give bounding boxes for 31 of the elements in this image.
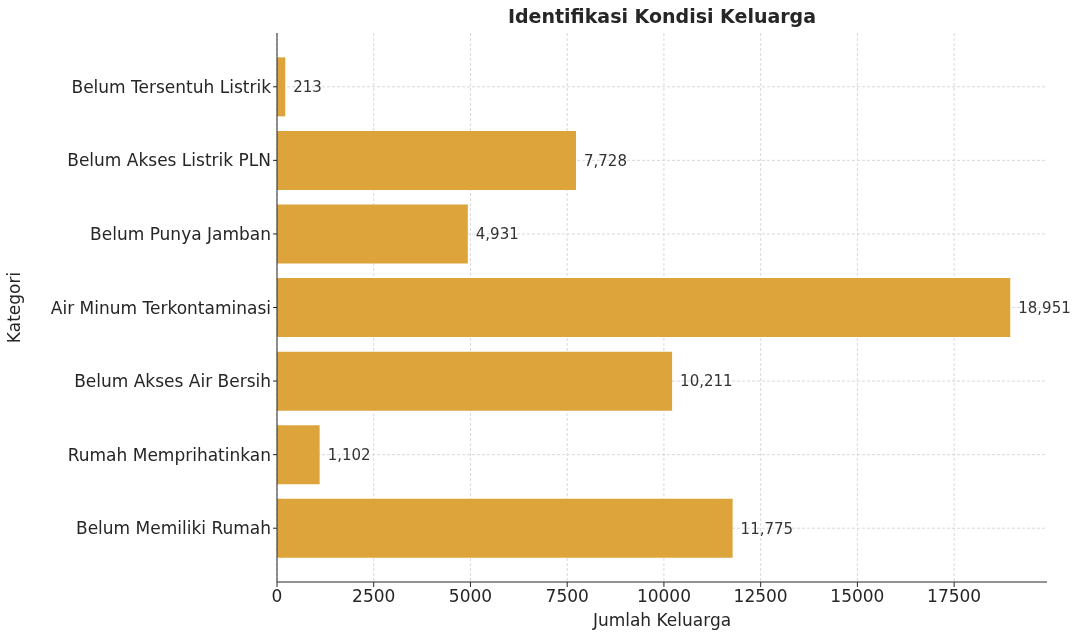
y-tick-label: Belum Akses Air Bersih: [74, 371, 271, 392]
bar: [277, 278, 1011, 338]
x-tick-label: 10000: [636, 586, 691, 607]
x-tick-label: 12500: [733, 586, 788, 607]
y-tick-label: Belum Punya Jamban: [90, 223, 271, 244]
data-label: 10,211: [680, 372, 733, 391]
y-tick-label: Belum Akses Listrik PLN: [67, 150, 271, 171]
bar: [277, 130, 577, 190]
data-label: 213: [293, 78, 322, 97]
x-tick-label: 0: [271, 586, 283, 607]
bar: [277, 498, 733, 558]
chart-title: Identifikasi Kondisi Keluarga: [506, 4, 818, 28]
x-tick-label: 2500: [352, 586, 396, 607]
bar: [277, 204, 468, 264]
data-label: 18,951: [1018, 298, 1071, 317]
y-tick-label: Belum Tersentuh Listrik: [71, 76, 272, 97]
y-tick-label: Air Minum Terkontaminasi: [50, 297, 271, 318]
y-axis-title: Kategori: [4, 271, 24, 344]
y-tick-label: Belum Memiliki Rumah: [76, 518, 271, 539]
x-tick-label: 17500: [927, 586, 982, 607]
x-axis-title: Jumlah Keluarga: [591, 610, 732, 630]
x-tick-label: 5000: [448, 586, 493, 607]
x-tick-label: 7500: [545, 586, 589, 607]
data-label: 4,931: [475, 225, 519, 244]
bar: [277, 351, 673, 411]
y-tick-label: Rumah Memprihatinkan: [67, 444, 271, 465]
data-label: 11,775: [740, 519, 794, 538]
x-tick-label: 15000: [830, 586, 885, 607]
data-label: 1,102: [327, 446, 371, 465]
bar: [277, 425, 320, 485]
data-label: 7,728: [584, 151, 627, 170]
